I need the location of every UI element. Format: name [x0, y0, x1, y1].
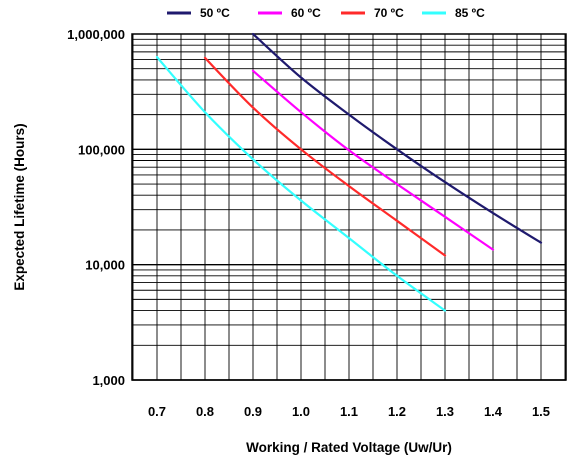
- legend-label: 60 ºC: [291, 6, 321, 20]
- x-tick-label: 0.7: [148, 404, 166, 419]
- series-line-3: [155, 56, 447, 312]
- x-tick-label: 0.9: [244, 404, 262, 419]
- series-line-1: [251, 69, 495, 251]
- legend-label: 70 ºC: [374, 6, 404, 20]
- y-axis-title: Expected Lifetime (Hours): [12, 123, 27, 290]
- x-tick-label: 1.4: [484, 404, 503, 419]
- y-tick-label: 100,000: [78, 142, 125, 157]
- y-tick-label: 1,000,000: [67, 27, 125, 42]
- legend-item: 70 ºC: [341, 6, 404, 20]
- x-tick-label: 1.0: [292, 404, 310, 419]
- legend: 50 ºC 60 ºC 70 ºC 85 ºC: [167, 6, 485, 20]
- x-tick-label: 1.2: [388, 404, 406, 419]
- x-tick-label: 1.5: [532, 404, 550, 419]
- x-tick-label: 1.3: [436, 404, 454, 419]
- series-line-2: [203, 56, 447, 257]
- x-tick-label: 1.1: [340, 404, 358, 419]
- y-tick-label: 1,000: [92, 373, 125, 388]
- legend-item: 60 ºC: [258, 6, 321, 20]
- y-axis-ticks: 1,000 10,000 100,000 1,000,000: [67, 27, 125, 388]
- plot-grid: [132, 34, 566, 381]
- legend-label: 50 ºC: [200, 6, 230, 20]
- legend-label: 85 ºC: [455, 6, 485, 20]
- x-axis-title: Working / Rated Voltage (Uw/Ur): [246, 440, 452, 455]
- plot-frame: [131, 33, 567, 381]
- data-series: [155, 32, 543, 312]
- x-tick-label: 0.8: [196, 404, 214, 419]
- x-axis-ticks: 0.7 0.8 0.9 1.0 1.1 1.2 1.3 1.4 1.5: [148, 404, 550, 419]
- legend-item: 50 ºC: [167, 6, 230, 20]
- series-line-0: [251, 32, 543, 244]
- y-tick-label: 10,000: [85, 258, 125, 273]
- legend-item: 85 ºC: [422, 6, 485, 20]
